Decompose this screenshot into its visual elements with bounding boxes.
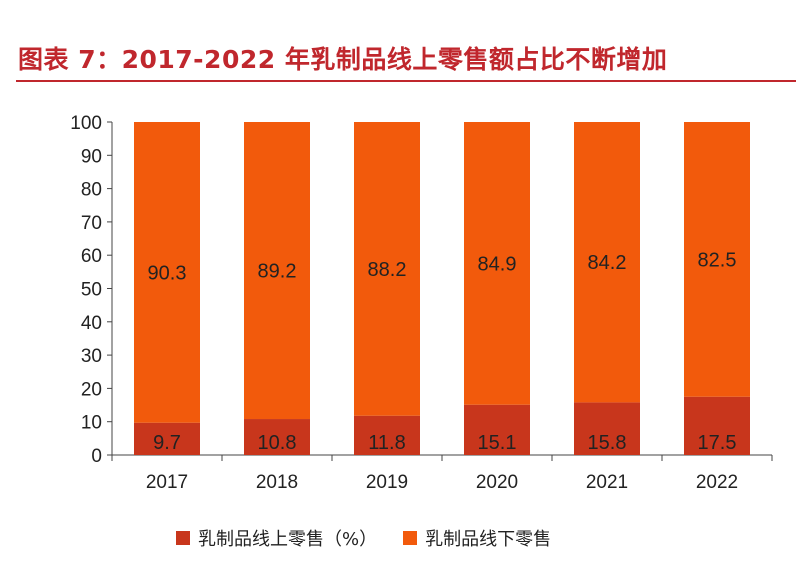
legend-swatch-offline [403,531,418,545]
data-label-online-2018: 10.8 [258,432,297,454]
data-label-online-2019: 11.8 [368,432,405,454]
stacked-bar-chart: 0 10 20 30 40 50 60 70 80 90 100 9.7 90.3 2017 10.8 89.… [70,113,773,493]
bar-online-2020 [464,404,530,455]
x-tick-label-2022: 2022 [696,472,738,493]
data-label-offline-2019: 88.2 [368,259,407,281]
bar-offline-2022 [684,122,750,397]
y-tick-label: 50 [81,280,102,301]
data-label-online-2022: 17.5 [698,432,737,454]
y-tick-label: 80 [81,180,102,201]
bar-offline-2019 [354,122,420,416]
y-tick-label: 30 [81,346,102,367]
y-tick-label: 90 [81,146,102,167]
x-tick-label-2020: 2020 [476,472,518,493]
data-label-offline-2017: 90.3 [148,262,187,284]
legend: 乳制品线上零售（%） 乳制品线下零售 [176,525,577,551]
y-tick-label: 20 [81,379,102,400]
bar-online-2017 [134,422,200,455]
legend-label-offline: 乳制品线下零售 [425,529,552,550]
y-tick-label: 40 [81,313,102,334]
data-label-online-2017: 9.7 [153,432,181,454]
bar-offline-2021 [574,122,640,403]
bar-offline-2020 [464,122,530,405]
data-label-offline-2018: 89.2 [258,261,297,283]
data-label-offline-2021: 84.2 [588,252,627,274]
y-tick-label: 0 [91,446,102,467]
x-tick-label-2019: 2019 [366,472,408,493]
bar-online-2021 [574,402,640,455]
y-tick-label: 70 [81,213,102,234]
data-label-online-2021: 15.8 [588,432,627,454]
title-underline [16,80,796,82]
legend-item-online: 乳制品线上零售（%） [176,525,377,551]
bar-online-2019 [354,415,420,455]
y-tick-label: 60 [81,246,102,267]
y-tick-label: 10 [81,413,102,434]
legend-label-online: 乳制品线上零售（%） [198,529,378,550]
bar-online-2022 [684,396,750,455]
data-label-offline-2022: 82.5 [698,249,737,271]
legend-item-offline: 乳制品线下零售 [403,525,551,551]
x-tick-label-2021: 2021 [586,472,628,493]
data-label-offline-2020: 84.9 [478,253,517,275]
legend-swatch-online [176,531,190,545]
x-tick-label-2018: 2018 [256,472,298,493]
bar-online-2018 [244,419,310,455]
bar-offline-2017 [134,122,200,423]
bar-offline-2018 [244,122,310,420]
x-tick-label-2017: 2017 [146,472,188,493]
y-tick-label: 100 [70,113,102,134]
chart-title: 图表 7：2017-2022 年乳制品线上零售额占比不断增加 [18,45,668,74]
data-label-online-2020: 15.1 [478,432,517,454]
